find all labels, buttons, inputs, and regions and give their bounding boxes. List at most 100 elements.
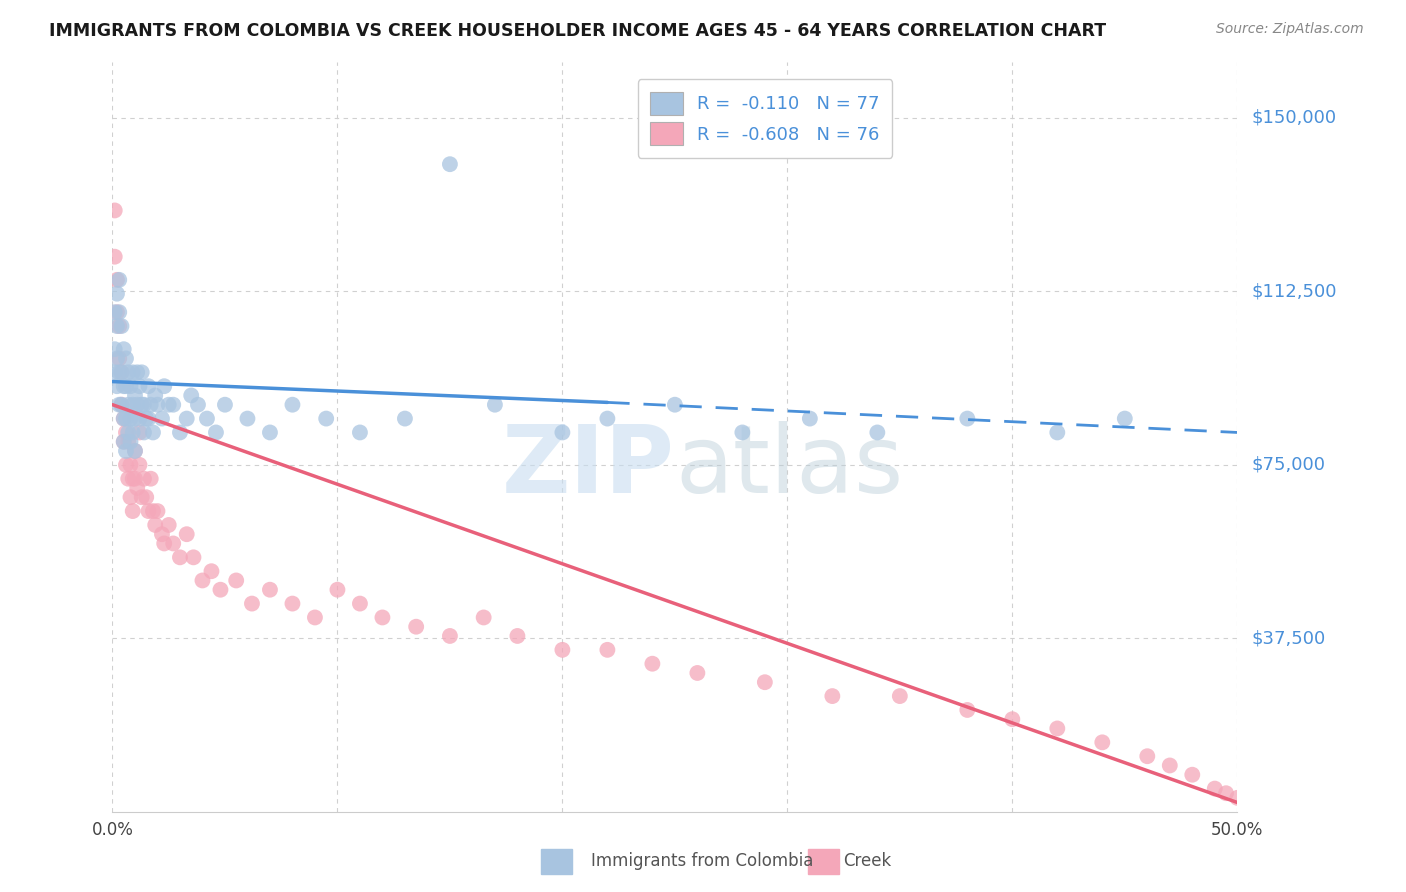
Point [110, 365, 132, 379]
Point [799, 411, 821, 425]
Point [105, 286, 128, 301]
Point [157, 518, 180, 533]
Point [120, 411, 142, 425]
Point [821, 689, 844, 703]
Point [143, 388, 166, 402]
Point [142, 504, 165, 518]
Point [405, 620, 427, 634]
Point [121, 472, 143, 486]
Point [104, 342, 127, 356]
Point [112, 411, 135, 425]
Point [349, 597, 371, 611]
Point [157, 398, 180, 412]
Point [105, 273, 128, 287]
Point [121, 365, 143, 379]
Point [128, 379, 150, 393]
Point [866, 425, 889, 440]
Point [127, 481, 149, 495]
Point [124, 472, 146, 486]
Point [214, 398, 236, 412]
Point [121, 425, 143, 440]
Point [120, 458, 142, 472]
Point [472, 610, 495, 624]
Point [394, 411, 416, 425]
Point [124, 411, 146, 425]
Point [117, 365, 139, 379]
Text: ZIP: ZIP [502, 421, 675, 513]
Point [1204, 781, 1226, 796]
Point [108, 398, 131, 412]
Point [1249, 796, 1271, 810]
Point [132, 425, 155, 440]
Point [281, 597, 304, 611]
Point [108, 305, 131, 319]
Point [105, 351, 128, 366]
Point [139, 398, 162, 412]
Point [259, 582, 281, 597]
Point [105, 319, 128, 334]
Point [132, 398, 155, 412]
Point [124, 444, 146, 458]
Text: $75,000: $75,000 [1251, 456, 1326, 474]
Point [115, 425, 138, 440]
Point [150, 411, 173, 425]
Point [956, 411, 979, 425]
Point [127, 398, 149, 412]
Point [143, 518, 166, 533]
Point [315, 411, 337, 425]
Point [686, 665, 709, 680]
Point [281, 398, 304, 412]
Point [117, 425, 139, 440]
Point [104, 250, 127, 264]
Point [108, 365, 131, 379]
Point [1282, 802, 1305, 816]
Point [131, 490, 153, 504]
Point [120, 379, 142, 393]
Point [110, 398, 132, 412]
Point [1159, 758, 1181, 772]
Point [115, 379, 138, 393]
Point [1181, 768, 1204, 782]
Point [195, 411, 218, 425]
Point [1001, 712, 1024, 726]
Point [551, 425, 574, 440]
Point [108, 351, 131, 366]
Point [138, 379, 160, 393]
Point [115, 351, 138, 366]
Point [205, 425, 228, 440]
Point [146, 504, 169, 518]
Text: $150,000: $150,000 [1251, 109, 1336, 127]
Point [551, 643, 574, 657]
Point [183, 550, 205, 565]
Point [1271, 800, 1294, 814]
Point [240, 597, 263, 611]
Point [1046, 722, 1069, 736]
Point [104, 365, 127, 379]
Point [349, 425, 371, 440]
Point [124, 444, 146, 458]
Point [596, 411, 619, 425]
Point [112, 342, 135, 356]
Point [128, 425, 150, 440]
Point [132, 472, 155, 486]
Point [169, 550, 191, 565]
Point [889, 689, 911, 703]
Point [105, 379, 128, 393]
Text: Creek: Creek [844, 852, 891, 870]
Point [120, 434, 142, 449]
Point [1237, 796, 1260, 810]
Point [146, 398, 169, 412]
Point [112, 434, 135, 449]
Point [108, 273, 131, 287]
Point [371, 610, 394, 624]
Text: Source: ZipAtlas.com: Source: ZipAtlas.com [1216, 22, 1364, 37]
Point [162, 398, 184, 412]
Point [754, 675, 776, 690]
Point [225, 574, 247, 588]
Point [153, 536, 176, 550]
Point [117, 398, 139, 412]
Point [115, 458, 138, 472]
Text: atlas: atlas [675, 421, 903, 513]
Point [135, 411, 157, 425]
Point [108, 319, 131, 334]
